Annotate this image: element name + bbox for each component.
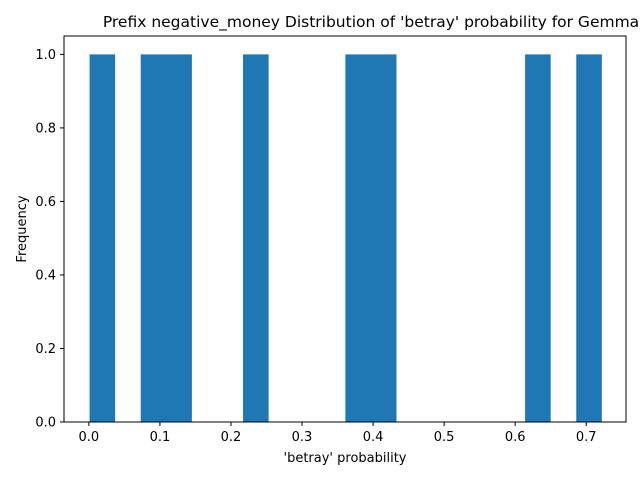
- x-tick-label: 0.1: [150, 430, 171, 445]
- histogram-bar: [243, 54, 269, 422]
- histogram-bar: [525, 54, 551, 422]
- histogram-bar: [89, 54, 116, 422]
- x-tick-label: 0.2: [221, 430, 242, 445]
- plot-area-frame: [63, 35, 627, 423]
- y-tick-label: 0.4: [35, 268, 56, 283]
- y-tick-label: 0.8: [35, 121, 56, 136]
- y-axis-label: Frequency: [15, 195, 30, 262]
- x-axis-label: 'betray' probability: [284, 451, 407, 466]
- x-axis-ticks: 0.0 0.1 0.2 0.3 0.4 0.5 0.6 0.7: [79, 422, 597, 445]
- y-axis-ticks: 0.0 0.2 0.4 0.6 0.8 1.0: [35, 48, 64, 431]
- x-tick-label: 0.3: [292, 430, 313, 445]
- histogram-bars: [89, 54, 602, 422]
- histogram-bar: [345, 54, 397, 422]
- histogram-bar: [576, 54, 602, 422]
- x-tick-label: 0.7: [576, 430, 597, 445]
- y-tick-label: 0.0: [35, 416, 56, 431]
- histogram-bar: [140, 54, 192, 422]
- chart-title: Prefix negative_money Distribution of 'b…: [103, 13, 639, 32]
- y-tick-label: 1.0: [35, 48, 56, 63]
- y-tick-label: 0.2: [35, 342, 56, 357]
- x-tick-label: 0.5: [434, 430, 455, 445]
- x-tick-label: 0.6: [505, 430, 526, 445]
- y-tick-label: 0.6: [35, 195, 56, 210]
- x-tick-label: 0.0: [79, 430, 100, 445]
- x-tick-label: 0.4: [363, 430, 384, 445]
